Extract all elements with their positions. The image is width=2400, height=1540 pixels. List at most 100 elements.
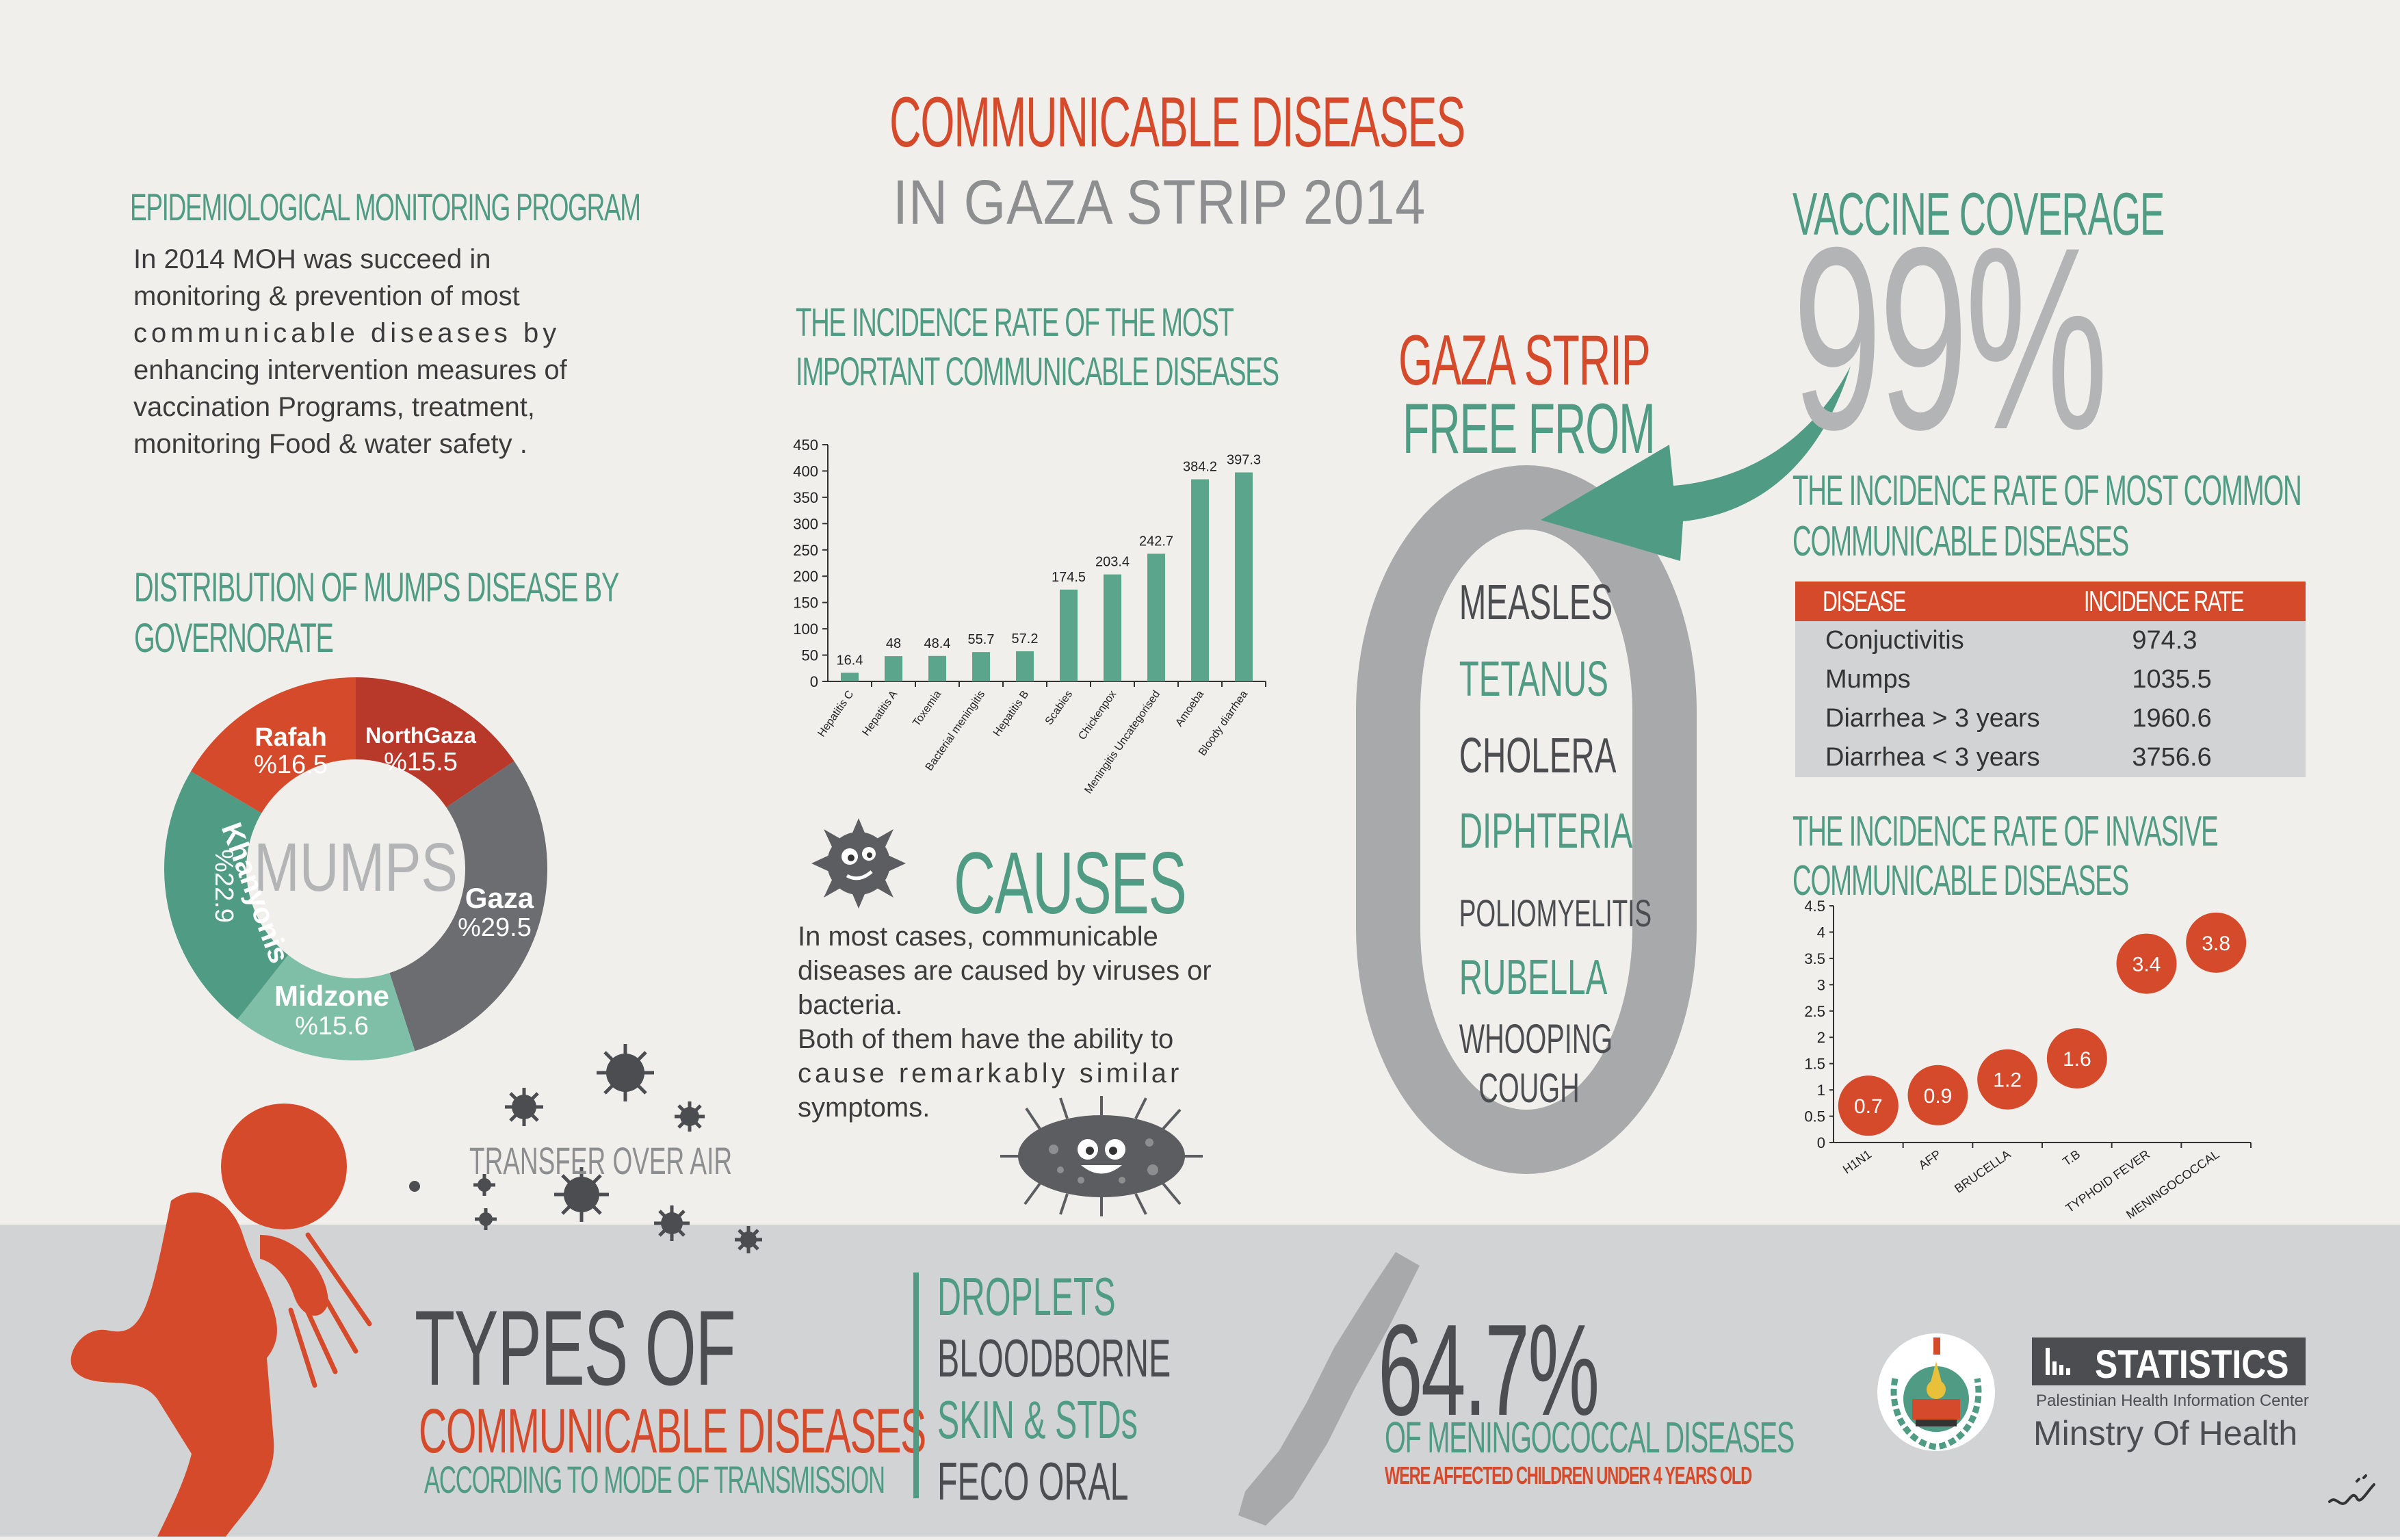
free-disease-item: TETANUS <box>1459 652 1608 707</box>
free-heading-line1: GAZA STRIP <box>1398 321 1651 400</box>
vaccine-value: 99% <box>1792 193 2109 484</box>
free-disease-list: MEASLES TETANUS CHOLERA DIPHTERIA POLIOM… <box>1423 575 1652 1112</box>
bar <box>1191 479 1209 681</box>
bar-value-label: 174.5 <box>1052 570 1086 585</box>
causes-body: In most cases, communicable diseases are… <box>798 919 1251 1125</box>
col-rate-header: INCIDENCE RATE <box>2068 582 2306 621</box>
vaccine-heading: VACCINE COVERAGE <box>1792 180 2165 248</box>
gaza-label: Gaza <box>465 882 534 914</box>
sneezing-person-icon <box>68 1098 424 1537</box>
data-point <box>2186 912 2247 973</box>
mode-item: BLOODBORNE <box>937 1328 1171 1388</box>
y-tick-label: 250 <box>793 542 818 559</box>
bottom-band <box>0 1225 2400 1537</box>
bar <box>1235 472 1253 681</box>
data-point-label: 3.8 <box>2202 932 2230 955</box>
virus-icon <box>800 814 917 910</box>
y-tick-label: 400 <box>793 462 818 480</box>
types-line1: TYPES OF <box>415 1289 736 1408</box>
mode-item: FECO ORAL <box>937 1451 1129 1511</box>
y-tick-label: 1 <box>1817 1082 1825 1099</box>
free-disease-item: RUBELLA <box>1459 950 1608 1005</box>
data-point-label: 0.9 <box>1924 1085 1953 1108</box>
data-point <box>1838 1075 1899 1136</box>
invasive-chart-svg: 0 0.5 1 1.5 2 2.5 3 3.5 4 4.5 0.7 H1N1 0.9 AFP 1.2 BRUC… <box>1804 898 2252 1222</box>
types-line2: COMMUNICABLE DISEASES <box>419 1396 926 1466</box>
disease-cell: Diarrhea > 3 years <box>1795 699 2068 738</box>
category-label: Hepatitis A <box>860 688 900 738</box>
y-tick-label: 3 <box>1817 976 1825 993</box>
bar <box>928 655 946 681</box>
category-label: Hepatitis C <box>816 689 856 740</box>
meningo-line1: OF MENINGOCOCCAL DISEASES <box>1385 1413 1795 1462</box>
bar <box>972 652 990 681</box>
northgaza-value: %15.5 <box>384 748 458 776</box>
epi-line: vaccination Programs, treatment, <box>133 392 535 422</box>
y-tick-label: 1.5 <box>1804 1056 1825 1073</box>
bar-value-label: 48.4 <box>924 636 951 651</box>
bar <box>1060 589 1078 681</box>
free-disease-item: CHOLERA <box>1459 729 1617 783</box>
invasive-chart: 0 0.5 1 1.5 2 2.5 3 3.5 4 4.5 0.7 H1N1 0.9 AFP 1.2 BRUC… <box>1786 898 2278 1222</box>
modes-list: DROPLETS BLOODBORNE SKIN & STDs FECO ORA… <box>937 1266 1314 1513</box>
midzone-label: Midzone <box>274 980 389 1012</box>
rate-cell: 974.3 <box>2068 621 2306 660</box>
bar-value-label: 242.7 <box>1139 534 1173 549</box>
y-tick-label: 450 <box>793 436 818 454</box>
epi-body: In 2014 MOH was succeed in monitoring & … <box>133 241 640 462</box>
data-point-label: 0.7 <box>1854 1095 1883 1118</box>
y-tick-label: 0 <box>810 673 818 690</box>
data-point <box>2046 1028 2107 1088</box>
y-tick-label: 300 <box>793 515 818 532</box>
col-disease-label: DISEASE <box>1823 585 1906 617</box>
invasive-heading-line2: COMMUNICABLE DISEASES <box>1792 857 2129 904</box>
donut-segment <box>356 677 514 808</box>
rafah-label: Rafah <box>255 723 327 752</box>
mumps-heading-line1: DISTRIBUTION OF MUMPS DISEASE BY <box>134 564 619 610</box>
common-heading-line2: COMMUNICABLE DISEASES <box>1792 518 2129 565</box>
bar <box>1104 574 1121 681</box>
table-row: Diarrhea > 3 years 1960.6 <box>1795 699 2306 738</box>
rate-cell: 1035.5 <box>2068 660 2306 699</box>
data-point <box>2116 933 2177 994</box>
vaccine-arrow <box>1532 356 1861 575</box>
col-disease-header: DISEASE <box>1795 582 2068 621</box>
meningo-value: 64.7% <box>1378 1298 1600 1443</box>
category-label: Bloody diarrhea <box>1197 688 1250 758</box>
y-tick-label: 4.5 <box>1804 898 1825 915</box>
northgaza-label: NorthGaza <box>365 723 476 748</box>
donut-segment <box>190 677 356 813</box>
title-line2: IN GAZA STRIP 2014 <box>893 168 1426 237</box>
bar-value-label: 384.2 <box>1183 460 1217 475</box>
bacteria-icon <box>999 1095 1204 1218</box>
epi-line: enhancing intervention measures of <box>133 355 567 385</box>
causes-line: symptoms. <box>798 1093 930 1123</box>
y-tick-label: 4 <box>1817 924 1825 941</box>
midzone-value: %15.6 <box>295 1012 369 1041</box>
causes-line: In most cases, communicable <box>798 922 1158 952</box>
donut-segment <box>237 954 415 1060</box>
free-disease-item: POLIOMYELITIS <box>1459 891 1652 935</box>
incidence-bar-chart-svg: 0 50 100 150 200 250 300 350 400 450 16.4 Hepatitis… <box>793 436 1266 796</box>
mumps-center-label: MUMPS <box>254 830 458 906</box>
mode-item: SKIN & STDs <box>937 1389 1138 1450</box>
rate-cell: 1960.6 <box>2068 699 2306 738</box>
common-table: DISEASE INCIDENCE RATE Conjuctivitis 974… <box>1795 582 2306 777</box>
category-label: Hepatitis B <box>991 689 1031 739</box>
causes-line: bacteria. <box>798 990 903 1020</box>
y-tick-label: 0.5 <box>1804 1108 1825 1125</box>
category-label: Chickenpox <box>1076 689 1119 742</box>
y-tick-label: 350 <box>793 489 818 506</box>
table-row: Conjuctivitis 974.3 <box>1795 621 2306 660</box>
types-divider <box>913 1273 919 1498</box>
epi-heading: EPIDEMIOLOGICAL MONITORING PROGRAM <box>130 185 641 229</box>
invasive-chart-axes: 0 0.5 1 1.5 2 2.5 3 3.5 4 4.5 <box>1804 898 2252 1151</box>
gaza-value: %29.5 <box>458 913 532 942</box>
table-row: Mumps 1035.5 <box>1795 660 2306 699</box>
category-label: Amoeba <box>1173 688 1206 729</box>
bar-value-label: 203.4 <box>1095 555 1130 570</box>
y-tick-label: 100 <box>793 621 818 638</box>
common-heading-line1: THE INCIDENCE RATE OF MOST COMMON <box>1792 467 2302 514</box>
causes-line: cause remarkably similar <box>798 1058 1183 1088</box>
causes-line: diseases are caused by viruses or <box>798 956 1212 986</box>
